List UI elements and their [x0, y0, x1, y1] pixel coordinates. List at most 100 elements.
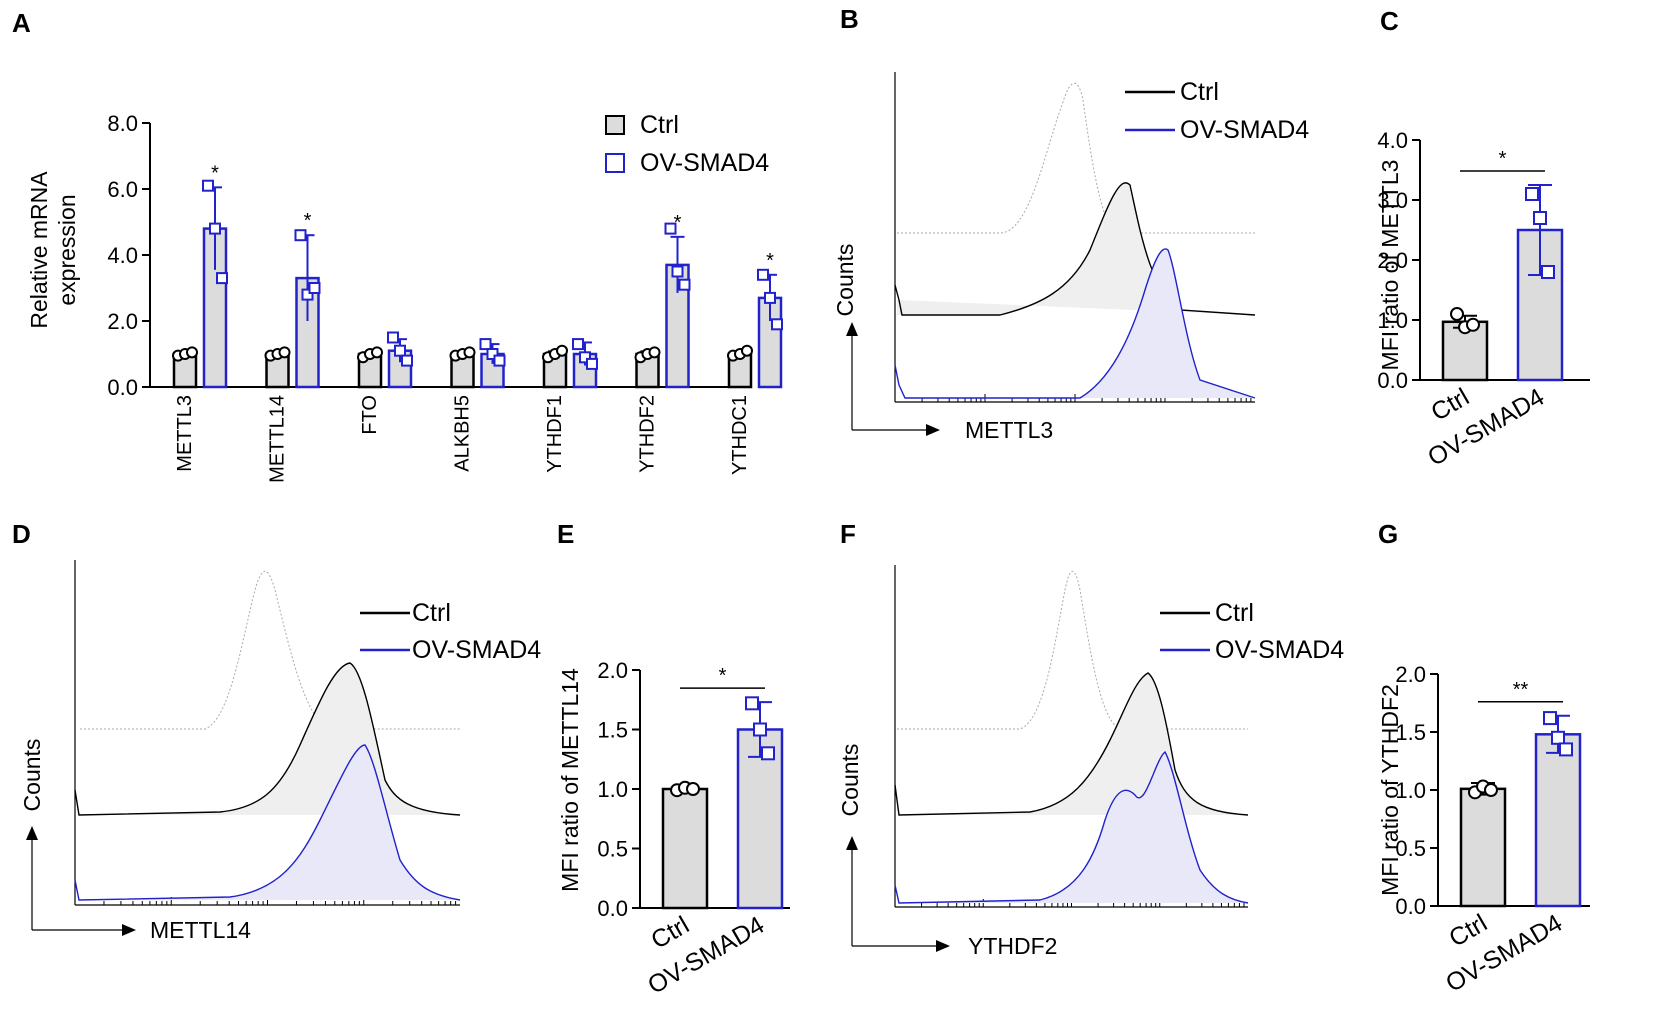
panel-a-significance: *	[211, 162, 219, 184]
panel-a-ylabel-line1: Relative mRNA	[26, 171, 52, 329]
panel-c-bar-chart: MFI ratio of METTL3 0.01.02.03.04.0CtrlO…	[1377, 128, 1590, 472]
panel-d-counts-arrowhead	[26, 826, 38, 840]
panel-g-bar-chart: MFI ratio of YTHDF2 0.00.51.01.52.0CtrlO…	[1377, 662, 1590, 998]
panel-a-point-ctrl	[278, 346, 291, 359]
panel-g-ytick-label: 1.5	[1395, 720, 1426, 745]
panel-b-legend-ctrl: Ctrl	[1180, 78, 1219, 106]
panel-a-point-ov	[394, 344, 406, 357]
panel-g-ytick-label: 0.0	[1395, 894, 1426, 919]
panel-e-point-ov	[753, 722, 767, 737]
panel-e-ytick-label: 2.0	[597, 658, 628, 683]
panel-a-point-ov	[216, 272, 228, 285]
panel-b-xlabel: METTL3	[965, 417, 1053, 443]
panel-f-counts-label: Counts	[837, 744, 863, 817]
panel-a-point-ov	[209, 222, 221, 235]
panel-e-point-ctrl	[686, 782, 700, 796]
panel-a-ytick-label: 0.0	[107, 375, 138, 400]
panel-a-significance: *	[304, 210, 312, 232]
panel-letter-e: E	[557, 519, 574, 549]
legend-ctrl-swatch	[605, 115, 625, 135]
panel-a-category-label: FTO	[359, 395, 381, 435]
panel-a-significance: *	[766, 250, 774, 272]
panel-letter-b: B	[840, 4, 859, 34]
panel-d-ov-fill	[80, 745, 460, 900]
panel-d-xlabel: METTL14	[150, 917, 251, 943]
panel-g-point-ov	[1543, 711, 1557, 726]
panel-c-point-ctrl	[1450, 307, 1464, 321]
panel-c-ytick-label: 4.0	[1377, 128, 1408, 153]
panel-e-ylabel: MFI ratio of METTL14	[557, 668, 583, 892]
panel-a-point-ctrl	[648, 346, 661, 359]
panel-b-ctrl-curve	[894, 182, 1256, 316]
legend-ov-swatch	[605, 153, 625, 173]
panel-c-ytick-label: 0.0	[1377, 368, 1408, 393]
panel-g-significance: **	[1513, 679, 1529, 701]
panel-e-ytick-label: 1.0	[597, 777, 628, 802]
panel-c-point-ctrl	[1466, 317, 1480, 332]
panel-e-point-ov	[745, 696, 759, 711]
panel-b-flow-histogram: Ctrl OV-SMAD4 Counts METTL3	[832, 72, 1309, 443]
panel-a-point-ov	[671, 265, 684, 278]
panel-d-ctrl-curve	[74, 662, 461, 816]
panel-e-category-label: Ctrl	[646, 911, 694, 955]
panel-b-counts-arrowhead	[846, 322, 858, 336]
panel-a-point-ov	[664, 222, 677, 235]
panel-a-category-label: METTL14	[267, 395, 289, 483]
panel-g-ytick-label: 2.0	[1395, 662, 1426, 687]
panel-c-ytick-label: 1.0	[1377, 308, 1408, 333]
panel-a-point-ov	[301, 288, 314, 301]
panel-letter-g: G	[1378, 519, 1398, 549]
panel-f-legend-ov: OV-SMAD4	[1215, 636, 1344, 664]
panel-c-point-ov	[1541, 265, 1555, 279]
panel-c-significance: *	[1499, 148, 1507, 170]
panel-a-ytick-label: 6.0	[107, 177, 138, 202]
panel-e-ytick-label: 0.0	[597, 896, 628, 921]
panel-a-category-label: ALKBH5	[452, 395, 474, 472]
panel-a-point-ov	[202, 179, 214, 192]
panel-a-significance: *	[674, 212, 682, 234]
panel-c-ytick-label: 2.0	[1377, 248, 1408, 273]
panel-g-ytick-label: 0.5	[1395, 836, 1426, 861]
panel-b-ov-fill	[897, 248, 1255, 398]
panel-d-legend-ov: OV-SMAD4	[412, 636, 541, 664]
panel-a-point-ov	[678, 278, 691, 291]
panel-letter-c: C	[1380, 6, 1399, 36]
panel-e-significance: *	[719, 665, 727, 687]
panel-b-x-arrowhead	[926, 424, 940, 436]
panel-d-legend-ctrl: Ctrl	[412, 599, 451, 627]
panel-b-counts-label: Counts	[832, 244, 858, 317]
panel-d-ov-curve	[74, 744, 461, 901]
panel-a-ytick-label: 8.0	[107, 111, 138, 136]
panel-letter-f: F	[840, 519, 856, 549]
panel-a-point-ov	[486, 348, 499, 360]
panel-f-legend-ctrl: Ctrl	[1215, 599, 1254, 627]
panel-a-point-ov	[401, 354, 413, 367]
panel-a-category-label: METTL3	[174, 395, 196, 472]
panel-g-ylabel: MFI ratio of YTHDF2	[1377, 684, 1403, 896]
panel-a-bar-chart: Relative mRNA expression 0.0 2.0 4.0 6.0 8.0…	[26, 111, 783, 483]
panel-a-point-ov	[764, 291, 776, 304]
panel-b-ctrl-fill	[897, 182, 1255, 315]
panel-f-xlabel: YTHDF2	[968, 933, 1057, 959]
panel-a-point-ov	[757, 268, 769, 281]
panel-f-x-arrowhead	[936, 940, 950, 952]
panel-f-ov-curve	[894, 750, 1249, 904]
panel-a-point-ctrl	[463, 346, 476, 359]
panel-g-ytick-label: 1.0	[1395, 778, 1426, 803]
panel-a-category-label: YTHDF1	[544, 395, 566, 473]
panel-letter-d: D	[12, 519, 31, 549]
panel-a-point-ctrl	[741, 344, 753, 357]
panel-a-point-ov	[294, 229, 307, 242]
panel-e-ytick-label: 0.5	[597, 837, 628, 862]
panel-a-point-ov	[308, 282, 321, 294]
panel-c-ylabel: MFI ratio of METTL3	[1377, 160, 1403, 371]
panel-a-ytick-label: 2.0	[107, 309, 138, 334]
panel-a-legend: Ctrl OV-SMAD4	[605, 111, 769, 177]
panel-c-point-ov	[1525, 187, 1539, 201]
panel-c-category-label: Ctrl	[1426, 383, 1474, 427]
panel-g-point-ctrl	[1484, 783, 1498, 797]
panel-a-point-ov	[771, 318, 783, 331]
panel-a-ylabel-line2: expression	[54, 194, 80, 305]
panel-d-isotype-curve	[80, 570, 460, 730]
